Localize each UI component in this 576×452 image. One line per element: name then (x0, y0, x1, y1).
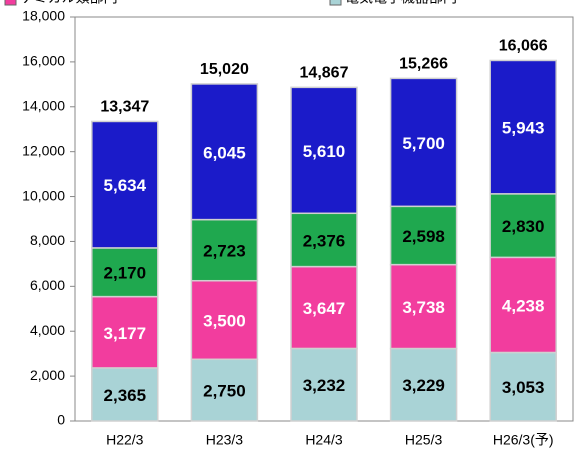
bar-segment (290, 347, 358, 422)
legend-swatch (329, 0, 342, 6)
value-label: 5,700 (402, 134, 445, 153)
value-label: 5,610 (303, 142, 346, 161)
value-label: 2,376 (303, 231, 346, 250)
y-tick-label: 18,000 (22, 8, 65, 24)
bar-segment (190, 83, 259, 221)
y-tick-label: 8,000 (30, 232, 65, 248)
value-label: 2,830 (502, 217, 545, 236)
value-label: 2,598 (402, 227, 445, 246)
value-label: 3,177 (104, 324, 147, 343)
bar-segment (91, 295, 159, 369)
total-label: 16,066 (499, 38, 548, 55)
y-tick-label: 10,000 (22, 187, 65, 203)
value-label: 3,647 (303, 299, 346, 318)
value-label: 5,634 (104, 176, 147, 195)
value-label: 2,723 (203, 242, 246, 261)
total-label: 15,020 (200, 61, 249, 78)
total-label: 15,266 (399, 56, 448, 73)
x-tick-label: H23/3 (206, 432, 244, 448)
bar-segment (290, 265, 358, 350)
bar-segment (489, 193, 557, 259)
value-label: 4,238 (502, 296, 545, 315)
value-label: 3,053 (502, 378, 545, 397)
value-label: 2,750 (203, 382, 246, 401)
y-tick-label: 4,000 (30, 322, 65, 338)
y-tick-label: 12,000 (22, 142, 65, 158)
bar-segment (489, 256, 557, 354)
value-label: 2,170 (104, 264, 147, 283)
y-tick-label: 6,000 (30, 277, 65, 293)
y-tick-label: 0 (57, 412, 65, 428)
x-tick-label: H22/3 (106, 432, 144, 448)
value-label: 2,365 (104, 386, 147, 405)
value-label: 3,232 (303, 376, 346, 395)
bar-segment (190, 218, 259, 282)
bar-segment (91, 367, 159, 422)
bar-segment (290, 86, 358, 215)
y-tick-label: 2,000 (30, 367, 65, 383)
value-label: 3,229 (402, 376, 445, 395)
legend-swatch (4, 0, 17, 6)
x-tick-label: H25/3 (405, 432, 443, 448)
legend-label: ケミカル類部門 (20, 0, 118, 6)
bar-segment (290, 212, 358, 268)
value-label: 3,738 (402, 298, 445, 317)
bar-segment (91, 120, 159, 249)
total-label: 14,867 (300, 65, 349, 82)
bar-segment (489, 59, 557, 195)
value-label: 6,045 (203, 143, 246, 162)
value-label: 3,500 (203, 311, 246, 330)
value-label: 5,943 (502, 119, 545, 138)
legend-label: 電気電子機器部門 (345, 0, 457, 6)
y-tick-label: 16,000 (22, 53, 65, 69)
bar-segment (489, 351, 557, 422)
bar-segment (389, 77, 458, 208)
y-tick-label: 14,000 (22, 97, 65, 113)
total-label: 13,347 (100, 99, 149, 116)
x-tick-label: H26/3(予) (493, 432, 554, 448)
x-tick-label: H24/3 (305, 432, 343, 448)
